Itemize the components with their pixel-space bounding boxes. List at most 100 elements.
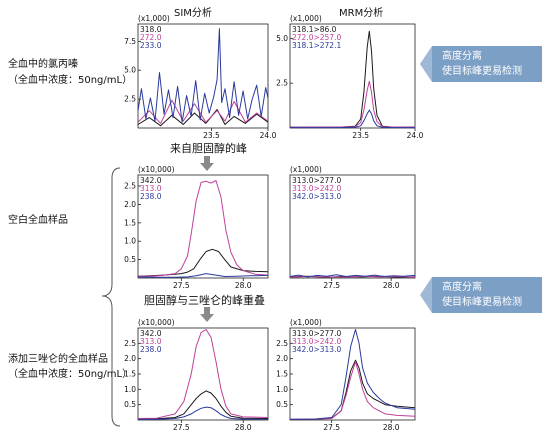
scale-label: (x10,000) (138, 165, 175, 174)
series-line-342-0 (137, 390, 269, 420)
series-line-313-0 (137, 329, 269, 419)
y-tick-label: 1.0 (124, 237, 136, 246)
legend-entry: 313.0>277.0 (292, 176, 341, 185)
row1-label: 全血中的氯丙嗪 (8, 59, 78, 70)
legend-entry: 318.1>272.1 (292, 41, 341, 50)
legend-entry: 342.0>313.0 (292, 192, 341, 201)
callout-line1: 高度分离 (442, 282, 482, 293)
x-tick-label: 28.0 (383, 423, 400, 432)
bracket-brace (101, 167, 121, 427)
x-tick-label: 27.5 (173, 423, 190, 432)
row3-sublabel: （全血中浓度：50ng/mL） (8, 369, 133, 380)
y-tick-label: 0.5 (276, 400, 288, 409)
series-line-318-1-272-1 (290, 109, 415, 129)
legend-entry: 272.0>257.0 (292, 33, 341, 42)
series-line-238-0 (137, 273, 269, 278)
row3-label: 添加三唑仑的全血样品 (8, 354, 108, 365)
scale-label: (x1,000) (290, 14, 322, 23)
y-tick-label: 5.0 (276, 34, 288, 43)
legend-entry: 342.0 (140, 176, 162, 185)
mrm-chart-row3: (x1,000) 0.5 1.0 1.5 2.0 2.5 27.5 28.0 313.0>277… (276, 318, 416, 432)
scale-label: (x1,000) (138, 14, 170, 23)
y-tick-label: 2.0 (276, 354, 288, 363)
row2-caption: 来自胆固醇的峰 (170, 142, 247, 155)
legend-entry: 313.0>242.0 (292, 337, 341, 346)
legend-entry: 342.0 (140, 329, 162, 338)
series-line-313-0 (138, 180, 269, 277)
down-arrow-icon (200, 156, 214, 171)
sim-chart-row2: (x10,000) 0.5 1.0 1.5 2.0 2.5 27.5 28.0 342.0313… (124, 165, 269, 290)
plot-frame (137, 174, 269, 279)
y-tick-label: 1.0 (124, 385, 136, 394)
y-tick-label: 2.5 (276, 339, 288, 348)
row1-sublabel: （全血中浓度：50ng/mL） (8, 75, 133, 86)
legend-entry: 318.1>86.0 (292, 25, 337, 34)
series-line-313-0-242-0 (289, 361, 416, 420)
mrm-chart-row2: (x1,000) 27.5 28.0 313.0>277.0313.0>242.034… (289, 165, 416, 290)
row3-caption: 胆固醇与三唑仑的峰重叠 (144, 294, 265, 307)
y-tick-label: 7.5 (124, 37, 136, 46)
x-tick-label: 27.5 (323, 281, 340, 290)
y-tick-label: 2.5 (124, 339, 136, 348)
sim-chart-row3: (x10,000) 0.5 1.0 1.5 2.0 2.5 27.5 28.0 342.0313… (124, 318, 269, 432)
x-tick-label: 27.5 (323, 423, 340, 432)
callout-line2: 使目标峰更易检测 (442, 297, 522, 308)
y-tick-label: 2.5 (124, 95, 136, 104)
callout-line1: 高度分离 (442, 51, 482, 62)
row2-label: 空白全血样品 (8, 215, 68, 226)
series-line-342-0-313-0 (289, 329, 416, 420)
plot-frame (289, 23, 416, 129)
callout-arrow (420, 277, 432, 313)
legend-entry: 313.0>242.0 (292, 184, 341, 193)
scale-label: (x1,000) (290, 318, 322, 327)
legend-entry: 238.0 (140, 345, 162, 354)
y-tick-label: 1.0 (276, 385, 288, 394)
legend-entry: 313.0 (140, 184, 162, 193)
mrm-chart-row1: (x1,000) 2.5 5.0 23.5 24.0 318.1>86.0272.0>25… (276, 14, 424, 140)
x-tick-label: 24.0 (260, 131, 277, 140)
series-line-238-0 (138, 406, 269, 420)
callout-row3: 高度分离 使目标峰更易检测 (432, 277, 542, 313)
series-line-233-0 (137, 28, 269, 123)
y-tick-label: 2.5 (276, 79, 288, 88)
legend-entry: 272.0 (140, 33, 162, 42)
y-tick-label: 1.5 (124, 370, 136, 379)
series-line-313-0-277-0 (289, 359, 416, 420)
y-tick-label: 5.0 (124, 66, 136, 75)
plot-frame (137, 23, 269, 129)
series-line-272-0 (137, 99, 269, 124)
callout-row1: 高度分离 使目标峰更易检测 (432, 46, 542, 82)
x-tick-label: 28.0 (383, 281, 400, 290)
y-tick-label: 1.5 (124, 218, 136, 227)
mrm-header: MRM分析 (339, 8, 384, 19)
series-line-272-0-257-0 (290, 80, 415, 128)
callout-arrow (420, 46, 432, 82)
x-tick-label: 23.5 (203, 131, 220, 140)
scale-label: (x1,000) (290, 165, 322, 174)
plot-frame (289, 174, 416, 279)
series-line-342-0-313-0 (289, 274, 416, 278)
legend-entry: 238.0 (140, 192, 162, 201)
x-tick-label: 27.5 (173, 281, 190, 290)
y-tick-label: 1.5 (276, 370, 288, 379)
legend-entry: 342.0>313.0 (292, 345, 341, 354)
legend-entry: 233.0 (140, 41, 162, 50)
y-tick-label: 0.5 (124, 255, 136, 264)
callout-line2: 使目标峰更易检测 (442, 66, 522, 77)
x-tick-label: 28.0 (235, 423, 252, 432)
series-line-318-0 (137, 109, 269, 127)
legend-entry: 318.0 (140, 25, 162, 34)
y-tick-label: 2.0 (124, 200, 136, 209)
sim-header: SIM分析 (174, 8, 212, 19)
down-arrow-icon (200, 307, 214, 322)
scale-label: (x10,000) (138, 318, 175, 327)
x-tick-label: 23.5 (352, 131, 369, 140)
y-tick-label: 2.5 (124, 182, 136, 191)
x-tick-label: 24.0 (407, 131, 424, 140)
legend-entry: 313.0>277.0 (292, 329, 341, 338)
x-tick-label: 28.0 (235, 281, 252, 290)
legend-entry: 313.0 (140, 337, 162, 346)
y-tick-label: 0.5 (124, 400, 136, 409)
y-tick-label: 2.0 (124, 354, 136, 363)
